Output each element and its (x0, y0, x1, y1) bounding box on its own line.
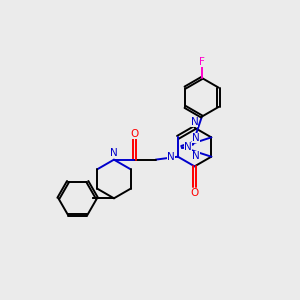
Text: N: N (167, 152, 175, 162)
Text: O: O (190, 188, 199, 197)
Text: N: N (184, 142, 192, 152)
Text: O: O (130, 129, 138, 139)
Text: N: N (110, 148, 118, 158)
Text: N: N (192, 133, 200, 143)
Text: N: N (192, 151, 200, 161)
Text: F: F (199, 57, 205, 67)
Text: N: N (191, 117, 199, 128)
